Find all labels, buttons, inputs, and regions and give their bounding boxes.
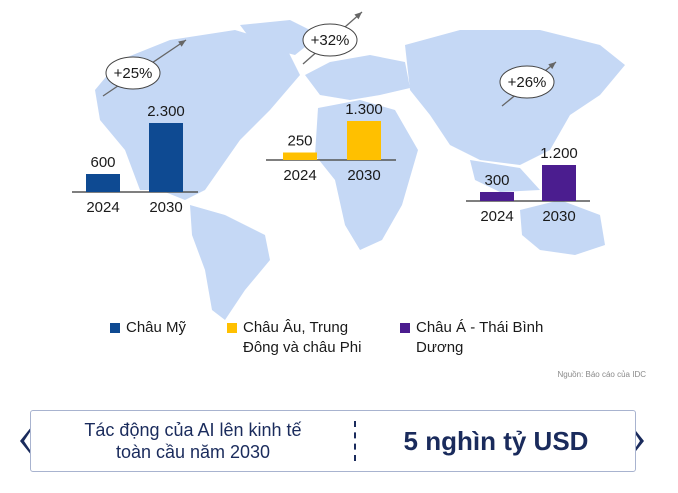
legend-item-emea: Châu Âu, Trung Đông và châu Phi bbox=[227, 318, 361, 358]
chevron-left-icon bbox=[20, 426, 34, 456]
legend-swatch-americas bbox=[110, 323, 120, 333]
tick-label-americas-2030: 2030 bbox=[149, 199, 182, 216]
legend-label-emea-line2: Đông và châu Phi bbox=[243, 339, 362, 356]
value-label-apac-2024: 300 bbox=[484, 172, 509, 189]
tick-label-emea-2024: 2024 bbox=[283, 167, 316, 184]
banner-caption-line1: Tác động của AI lên kinh tế bbox=[84, 420, 302, 440]
source-note: Nguồn: Báo cáo của IDC bbox=[557, 370, 647, 379]
legend-swatch-apac bbox=[400, 323, 410, 333]
growth-arrowhead-americas bbox=[178, 40, 186, 47]
value-label-emea-2024: 250 bbox=[287, 133, 312, 150]
value-label-americas-2030: 2.300 bbox=[147, 103, 185, 120]
tick-label-apac-2030: 2030 bbox=[542, 208, 575, 225]
bar-americas-2024 bbox=[86, 174, 120, 192]
legend-label-apac-line2: Dương bbox=[416, 339, 464, 356]
legend-label-emea-line1: Châu Âu, Trung bbox=[243, 319, 349, 336]
banner-caption: Tác động của AI lên kinh tế toàn cầu năm… bbox=[53, 419, 333, 463]
banner-headline-value: 5 nghìn tỷ USD bbox=[403, 426, 589, 456]
legend-item-apac: Châu Á - Thái Bình Dương bbox=[400, 318, 543, 358]
growth-arrowhead-apac bbox=[548, 62, 556, 70]
growth-arrowhead-emea bbox=[354, 12, 362, 20]
growth-label-americas: +25% bbox=[114, 65, 153, 82]
chart-canvas: 600 2024 2.300 2030 +25% 250 2024 1.300 2030 +32%… bbox=[72, 11, 625, 320]
legend-item-americas: Châu Mỹ bbox=[110, 318, 186, 338]
value-label-americas-2024: 600 bbox=[90, 154, 115, 171]
bar-americas-2030 bbox=[149, 123, 183, 192]
bar-emea-2030 bbox=[347, 121, 381, 160]
value-label-emea-2030: 1.300 bbox=[345, 101, 383, 118]
banner-caption-line2: toàn cầu năm 2030 bbox=[115, 442, 271, 462]
legend-label-apac-line1: Châu Á - Thái Bình bbox=[416, 319, 544, 336]
value-label-apac-2030: 1.200 bbox=[540, 145, 578, 162]
growth-label-apac: +26% bbox=[508, 74, 547, 91]
legend-label-americas: Châu Mỹ bbox=[126, 319, 187, 336]
impact-banner: Tác động của AI lên kinh tế toàn cầu năm… bbox=[30, 410, 636, 472]
chevron-right-icon bbox=[630, 426, 644, 456]
growth-label-emea: +32% bbox=[311, 32, 350, 49]
growth-bubble-apac bbox=[499, 65, 555, 99]
growth-bubble-emea bbox=[302, 23, 358, 57]
tick-label-apac-2024: 2024 bbox=[480, 208, 513, 225]
legend-swatch-emea bbox=[227, 323, 237, 333]
tick-label-americas-2024: 2024 bbox=[86, 199, 119, 216]
growth-bubble-americas bbox=[105, 56, 161, 90]
bar-emea-2024 bbox=[283, 152, 317, 160]
tick-label-emea-2030: 2030 bbox=[347, 167, 380, 184]
banner-divider bbox=[354, 421, 356, 461]
bar-apac-2024 bbox=[480, 192, 514, 201]
bar-apac-2030 bbox=[542, 165, 576, 201]
